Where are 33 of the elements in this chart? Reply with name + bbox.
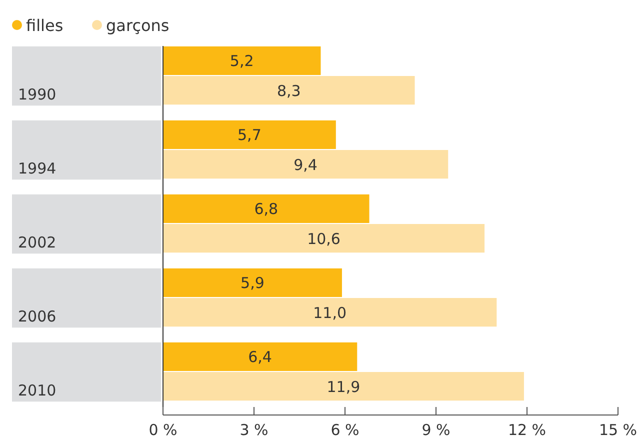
y-tick-label: 1994 xyxy=(18,160,56,178)
legend-label: garçons xyxy=(106,16,170,35)
data-label: 11,0 xyxy=(313,304,347,322)
y-tick-label: 2006 xyxy=(18,308,56,326)
x-tick-label: 6 % xyxy=(330,421,360,438)
bar xyxy=(163,120,336,149)
bar xyxy=(163,194,370,223)
y-tick-label: 2010 xyxy=(18,382,56,400)
bar xyxy=(163,224,485,253)
x-tick-label: 3 % xyxy=(240,421,268,438)
x-tick-label: 9 % xyxy=(422,421,450,438)
data-label: 5,9 xyxy=(240,274,264,292)
data-label: 5,2 xyxy=(230,52,254,70)
legend-label: filles xyxy=(26,16,64,35)
data-label: 6,8 xyxy=(254,200,278,218)
bar xyxy=(163,372,524,401)
bar xyxy=(163,76,415,105)
bar xyxy=(163,268,342,297)
x-tick-label: 12 % xyxy=(508,421,546,438)
y-tick-label: 2002 xyxy=(18,234,56,252)
bar xyxy=(163,342,358,371)
x-tick-label: 15 % xyxy=(598,421,638,438)
data-label: 6,4 xyxy=(248,348,272,366)
x-tick-label: 0 % xyxy=(148,421,178,438)
bar xyxy=(163,298,497,327)
y-tick-label: 1990 xyxy=(18,86,56,104)
data-label: 11,9 xyxy=(326,378,360,396)
data-label: 9,4 xyxy=(294,156,318,174)
data-label: 8,3 xyxy=(276,82,301,100)
data-label: 10,6 xyxy=(307,230,340,248)
bar xyxy=(163,150,448,179)
data-label: 5,7 xyxy=(238,126,262,144)
bar xyxy=(163,46,321,75)
